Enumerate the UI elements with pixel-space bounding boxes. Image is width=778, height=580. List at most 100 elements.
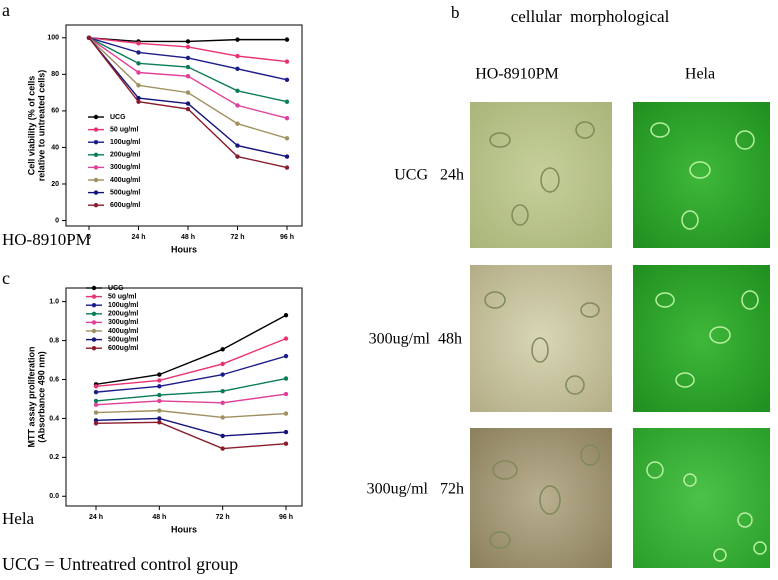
legend-marker xyxy=(93,165,99,170)
morphology-title: cellular morphological xyxy=(511,7,670,26)
data-point xyxy=(185,90,191,95)
data-point xyxy=(93,410,99,415)
micrographs xyxy=(470,102,770,568)
legend-label: 400ug/ml xyxy=(110,177,140,184)
data-point xyxy=(93,421,99,426)
data-point xyxy=(283,411,289,416)
data-point xyxy=(284,99,290,104)
legend-label: 300ug/ml xyxy=(108,319,138,326)
data-point xyxy=(136,99,141,104)
legend-marker xyxy=(93,190,99,195)
series-line xyxy=(95,337,287,387)
y-tick-label: 100 xyxy=(47,35,59,42)
legend-label: 600ug/ml xyxy=(110,202,140,209)
series-line xyxy=(95,409,287,419)
y-tick-label: 0.4 xyxy=(49,415,59,422)
plot-frame xyxy=(65,287,303,507)
x-axis-label: Hours xyxy=(171,524,197,534)
legend-marker xyxy=(91,294,97,299)
y-axis-label: relative to untreated cells) xyxy=(36,70,46,182)
x-tick-label: 24 h xyxy=(89,514,103,521)
legend-label: 200ug/ml xyxy=(110,152,140,159)
data-point xyxy=(283,353,289,359)
series-line xyxy=(95,393,287,406)
data-point xyxy=(235,121,240,126)
data-point xyxy=(235,103,240,108)
legend-marker xyxy=(93,203,99,208)
legend-marker xyxy=(91,311,97,316)
series-line xyxy=(95,355,287,393)
legend-label: 600ug/ml xyxy=(108,345,138,352)
data-point xyxy=(283,376,289,381)
series-line xyxy=(95,314,287,386)
data-point xyxy=(220,347,225,352)
data-point xyxy=(235,143,240,148)
data-point xyxy=(185,73,191,79)
data-point xyxy=(93,389,99,395)
data-point xyxy=(157,420,162,425)
footer: UCG = Untreatred control group xyxy=(2,554,238,574)
legend-marker xyxy=(91,320,97,325)
data-point xyxy=(185,106,191,112)
x-tick-label: 0 xyxy=(87,234,91,241)
cells xyxy=(484,121,600,549)
data-point xyxy=(284,59,290,64)
data-point xyxy=(136,61,141,66)
data-point xyxy=(283,391,289,397)
series-line xyxy=(95,421,287,450)
legend-marker xyxy=(91,346,97,351)
x-tick-label: 72 h xyxy=(230,234,244,241)
caption: HO-8910PM xyxy=(2,230,91,249)
y-tick-label: 60 xyxy=(51,108,59,115)
legend-label: UCG xyxy=(110,114,126,121)
data-point xyxy=(235,154,240,159)
legend-label: 500ug/ml xyxy=(110,189,140,196)
data-point xyxy=(185,44,191,50)
data-point xyxy=(283,441,289,446)
micrograph xyxy=(470,428,612,568)
row-label: 300ug/ml 72h xyxy=(367,481,464,498)
data-point xyxy=(185,55,191,61)
micrograph xyxy=(633,265,770,412)
legend-marker xyxy=(91,328,97,334)
x-axis-label: Hours xyxy=(171,244,197,254)
data-point xyxy=(284,115,290,121)
row-label: 300ug/ml 48h xyxy=(369,331,462,348)
data-point xyxy=(235,66,240,72)
x-tick-label: 48 h xyxy=(181,234,195,241)
legend-marker xyxy=(93,140,99,145)
data-point xyxy=(157,378,162,383)
legend-label: 50 ug/ml xyxy=(108,293,136,300)
data-point xyxy=(157,372,162,377)
y-tick-label: 0.2 xyxy=(49,454,59,461)
data-point xyxy=(93,402,99,407)
data-point xyxy=(284,77,290,83)
x-tick-label: 96 h xyxy=(279,514,293,521)
y-tick-label: 0.8 xyxy=(49,337,59,344)
legend-marker xyxy=(93,114,99,120)
data-point xyxy=(284,165,290,170)
data-point xyxy=(235,53,240,59)
legend-label: 100ug/ml xyxy=(110,139,140,146)
data-point xyxy=(283,336,289,341)
legend-marker xyxy=(91,285,97,291)
column-header: Hela xyxy=(685,66,715,83)
legend-label: 100ug/ml xyxy=(108,302,138,309)
legend-label: 50 ug/ml xyxy=(110,126,138,133)
legend-marker xyxy=(93,127,99,132)
data-point xyxy=(220,433,225,439)
y-axis-label: MTT assay proliferation xyxy=(26,346,36,447)
data-point xyxy=(185,101,191,106)
legend-marker xyxy=(91,337,97,342)
panel-label: a xyxy=(2,0,10,20)
data-point xyxy=(220,361,225,367)
y-tick-label: 40 xyxy=(51,144,59,151)
micrograph xyxy=(633,102,770,248)
data-point xyxy=(235,88,240,93)
caption: Hela xyxy=(2,509,35,528)
data-point xyxy=(284,37,290,42)
data-point xyxy=(235,37,240,42)
y-tick-label: 80 xyxy=(51,71,59,78)
x-tick-label: 72 h xyxy=(216,514,230,521)
